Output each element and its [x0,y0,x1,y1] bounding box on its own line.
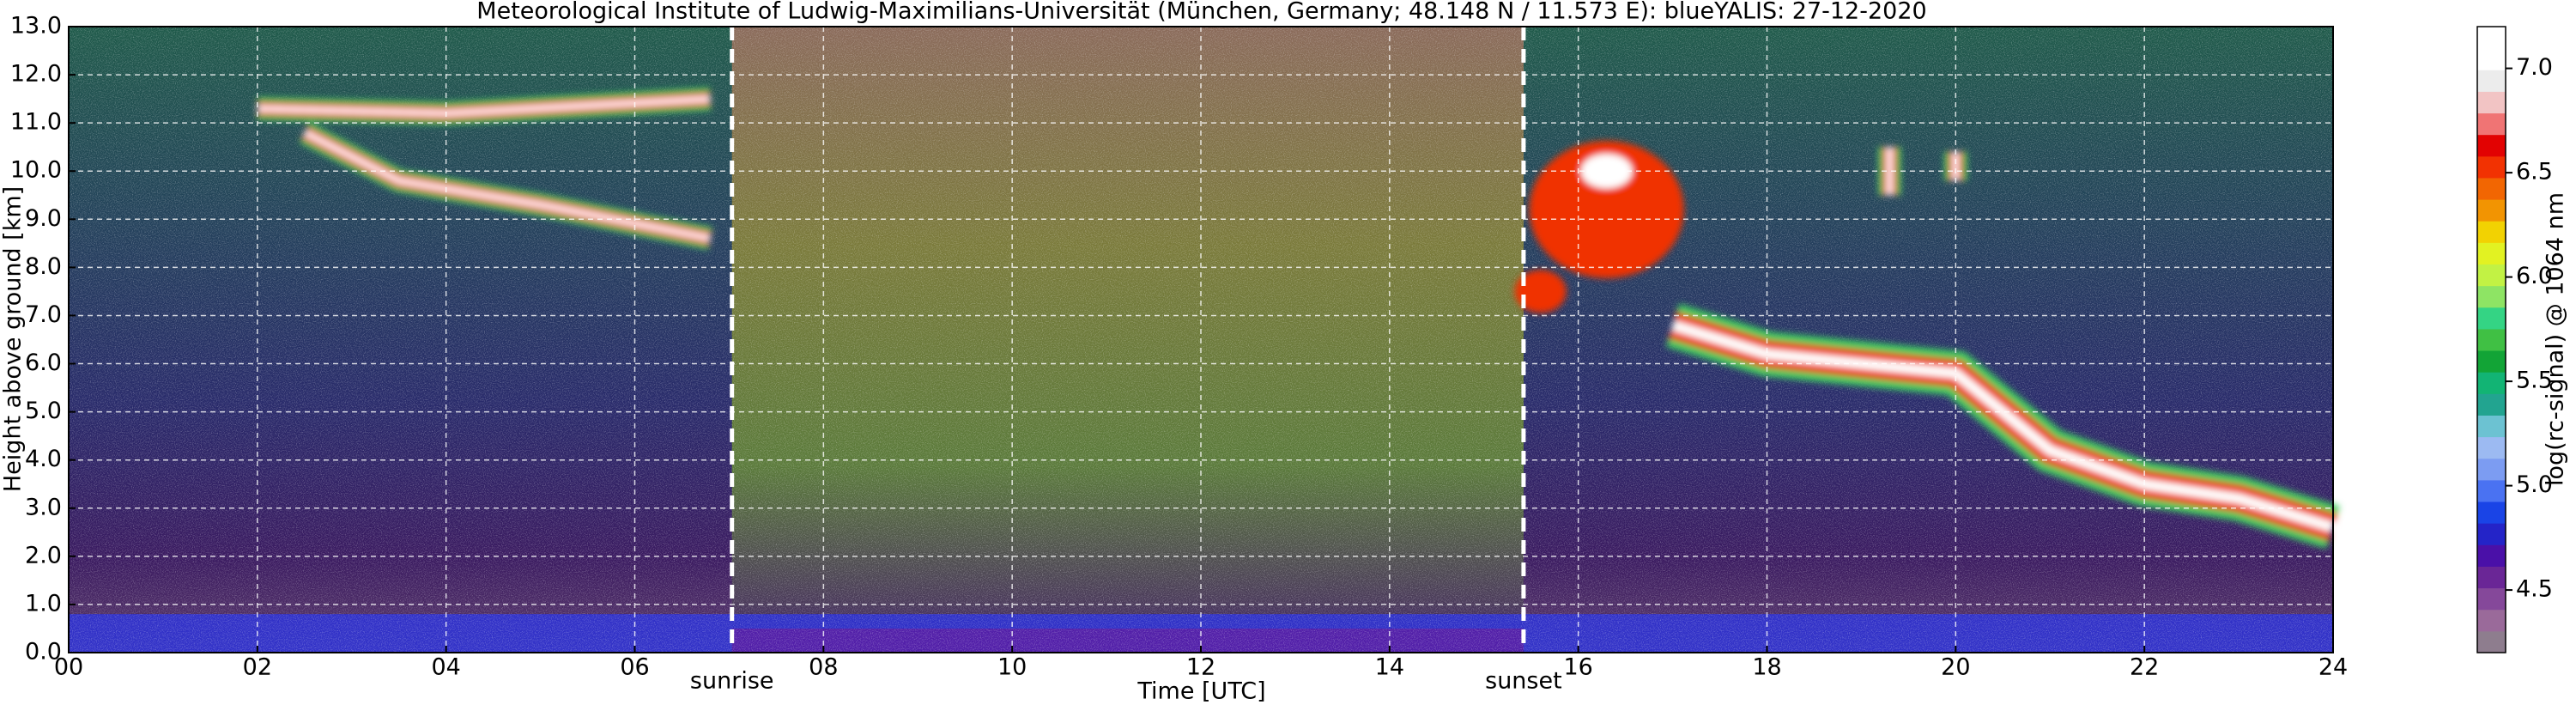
colorbar-tick-label: 5.0 [2516,471,2553,498]
y-tick-label: 13.0 [10,13,62,40]
colorbar-segment [2477,285,2506,308]
cloud-features [257,88,2340,550]
colorbar-segment [2477,587,2506,611]
x-tick-label: 06 [620,654,649,681]
colorbar-tick-label: 5.5 [2516,368,2553,394]
colorbar-tick-label: 4.5 [2516,576,2553,603]
colorbar-tick-label: 6.0 [2516,263,2553,289]
colorbar-segment [2477,523,2506,545]
colorbar-segment [2477,415,2506,438]
y-tick-label: 11.0 [10,109,62,136]
colorbar-segment [2477,70,2506,92]
x-tick-label: 02 [243,654,272,681]
colorbar-segment [2477,155,2506,179]
y-tick-label: 4.0 [25,446,62,472]
colorbar-segment [2477,501,2506,524]
y-tick-label: 8.0 [25,253,62,280]
x-tick-label: 16 [1563,654,1592,681]
y-tick-label: 3.0 [25,494,62,520]
colorbar-segment [2477,609,2506,632]
colorbar-segment [2477,264,2506,287]
colorbar-segment [2477,112,2506,136]
colorbar-segment [2477,307,2506,330]
colorbar-segment [2477,177,2506,200]
x-tick-label: 18 [1752,654,1781,681]
colorbar-segment [2477,458,2506,481]
y-tick-label: 7.0 [25,301,62,328]
colorbar-tick-label: 6.5 [2516,159,2553,185]
annotation-label: sunrise [690,668,774,695]
colorbar-segment [2477,328,2506,351]
colorbar-segment [2477,91,2506,114]
y-tick-label: 0.0 [25,639,62,665]
y-tick-label: 10.0 [10,157,62,184]
colorbar-segment [2477,27,2506,49]
x-tick-label: 14 [1375,654,1404,681]
colorbar-label: log(rc-signal) @ 1064 nm [2543,192,2569,486]
y-tick-label: 12.0 [10,61,62,88]
x-tick-label: 10 [997,654,1027,681]
annotation-label: sunset [1485,668,1562,695]
colorbar-segment [2477,436,2506,459]
x-tick-label: 24 [2318,654,2348,681]
colorbar-frame [2476,26,2506,653]
colorbar-segment [2477,630,2506,653]
x-tick-label: 00 [54,654,83,681]
colorbar-tick-label: 7.0 [2516,54,2553,81]
colorbar-segment [2477,393,2506,416]
chart-title: Meteorological Institute of Ludwig-Maxim… [476,0,1926,25]
x-tick-label: 22 [2130,654,2159,681]
plot-frame [68,26,2334,653]
cloud-blob [1580,154,1633,189]
y-tick-label: 5.0 [25,398,62,424]
colorbar-segment [2477,221,2506,243]
x-axis-label: Time [UTC] [1136,678,1265,705]
x-tick-label: 12 [1186,654,1215,681]
cloud-band [1670,319,2335,532]
y-tick-label: 6.0 [25,349,62,376]
y-tick-label: 2.0 [25,542,62,568]
x-tick-label: 08 [809,654,838,681]
colorbar-segment [2477,48,2506,70]
y-axis-label: Height above ground [km] [0,186,27,492]
colorbar-segment [2477,372,2506,394]
y-tick-label: 1.0 [25,590,62,617]
cloud-blob [1529,141,1684,279]
colorbar-segment [2477,134,2506,157]
colorbar-segment [2477,566,2506,589]
colorbar-segment [2477,479,2506,502]
colorbar-segment [2477,199,2506,222]
colorbar-segment [2477,544,2506,567]
colorbar-segment [2477,242,2506,265]
x-tick-label: 04 [431,654,460,681]
cloud-band [303,130,712,241]
x-tick-label: 20 [1941,654,1970,681]
cloud-blob [1514,270,1567,313]
colorbar-segment [2477,350,2506,373]
y-tick-label: 9.0 [25,205,62,232]
